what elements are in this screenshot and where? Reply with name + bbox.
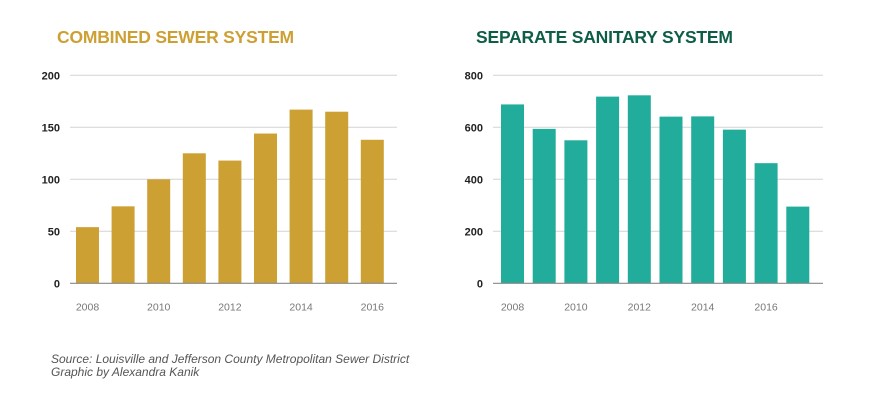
combined-bar-2011 — [182, 153, 206, 284]
y-tick-label: 150 — [42, 122, 60, 134]
y-tick-label: 0 — [477, 278, 483, 290]
separate-bar-2009 — [532, 128, 556, 284]
y-tick-label: 200 — [42, 70, 60, 82]
x-tick-label: 2014 — [691, 301, 715, 313]
x-tick-label: 2016 — [361, 301, 385, 313]
combined-bar-2016 — [360, 139, 384, 284]
separate-bar-2017 — [786, 206, 810, 284]
x-tick-label: 2014 — [289, 301, 313, 313]
y-tick-label: 50 — [48, 226, 60, 238]
y-tick-label: 100 — [42, 174, 60, 186]
x-tick-label: 2008 — [501, 301, 525, 313]
x-tick-label: 2016 — [754, 301, 778, 313]
separate-sanitary-chart: 0 200 400 600 800 2008 2010 2012 2014 2016 — [465, 70, 823, 313]
combined-bar-2012 — [218, 160, 242, 284]
combined-bar-2013 — [254, 133, 277, 284]
separate-chart-title: SEPARATE SANITARY SYSTEM — [476, 27, 733, 47]
separate-bar-2014 — [691, 116, 715, 284]
y-tick-label: 0 — [54, 278, 60, 290]
separate-bar-2010 — [564, 140, 588, 284]
separate-bar-2016 — [754, 163, 778, 284]
combined-bar-2008 — [76, 227, 99, 284]
separate-bar-2012 — [627, 95, 651, 284]
combined-bar-2015 — [325, 111, 349, 284]
x-tick-label: 2012 — [218, 301, 242, 313]
y-tick-label: 200 — [465, 226, 483, 238]
x-tick-label: 2012 — [628, 301, 652, 313]
x-tick-label: 2010 — [564, 301, 588, 313]
source-note: Source: Louisville and Jefferson County … — [51, 353, 409, 379]
x-tick-label: 2008 — [76, 301, 100, 313]
credit-text: Graphic by Alexandra Kanik — [51, 365, 200, 379]
combined-chart-title: COMBINED SEWER SYSTEM — [57, 27, 294, 47]
combined-bar-2010 — [147, 179, 171, 284]
combined-bar-2009 — [111, 206, 135, 284]
separate-bar-2015 — [722, 129, 746, 284]
separate-bar-2011 — [596, 96, 620, 284]
y-tick-label: 400 — [465, 174, 483, 186]
source-text: Source: Louisville and Jefferson County … — [51, 352, 410, 366]
y-tick-label: 800 — [465, 70, 483, 82]
x-tick-label: 2010 — [147, 301, 171, 313]
combined-bar-2014 — [289, 109, 313, 284]
separate-bar-2013 — [659, 116, 683, 284]
y-tick-label: 600 — [465, 122, 483, 134]
combined-sewer-chart: 0 50 100 150 200 2008 2010 2012 2014 2016 — [42, 70, 397, 313]
separate-bar-2008 — [501, 104, 524, 284]
